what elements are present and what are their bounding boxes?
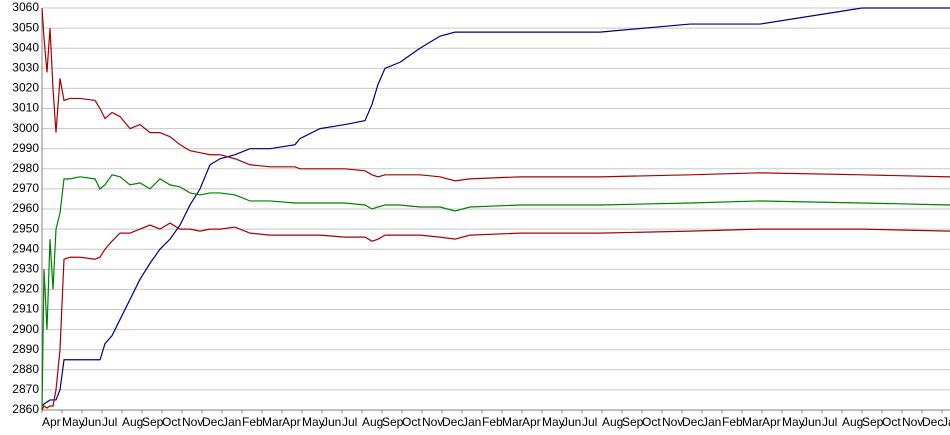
x-tick-label: Feb <box>482 415 503 429</box>
x-tick-label: May <box>782 415 805 429</box>
x-tick-label: Jul <box>102 415 117 429</box>
y-tick-label: 3000 <box>12 121 39 135</box>
x-tick-label: Dec <box>442 415 463 429</box>
x-tick-label: Mar <box>742 415 763 429</box>
y-tick-label: 2920 <box>12 282 39 296</box>
y-tick-label: 2880 <box>12 362 39 376</box>
x-tick-label: Apr <box>762 415 781 429</box>
y-tick-label: 3030 <box>12 60 39 74</box>
y-tick-label: 3060 <box>12 0 39 14</box>
series-line <box>41 222 950 411</box>
y-tick-label: 2950 <box>12 221 39 235</box>
x-tick-label: Jul <box>342 415 357 429</box>
x-tick-label: Oct <box>642 415 661 429</box>
x-tick-label: Sep <box>862 415 884 429</box>
x-tick-label: Nov <box>662 415 683 429</box>
y-tick-label: 3020 <box>12 81 39 95</box>
x-tick-label: Jul <box>822 415 837 429</box>
x-tick-label: Jun <box>82 415 101 429</box>
y-tick-label: 2940 <box>12 241 39 255</box>
x-tick-label: Aug <box>122 415 143 429</box>
x-tick-label: May <box>62 415 85 429</box>
x-tick-label: Jun <box>562 415 581 429</box>
y-tick-label: 2930 <box>12 261 39 275</box>
y-tick-label: 3010 <box>12 101 39 115</box>
x-tick-label: Jun <box>322 415 341 429</box>
x-tick-label: Oct <box>882 415 901 429</box>
x-tick-label: Mar <box>262 415 283 429</box>
series-line <box>41 7 950 407</box>
series-line <box>41 7 950 182</box>
y-tick-label: 2870 <box>12 382 39 396</box>
x-tick-label: Mar <box>502 415 523 429</box>
x-tick-label: Aug <box>842 415 863 429</box>
x-tick-label: Aug <box>362 415 383 429</box>
y-tick-label: 2970 <box>12 181 39 195</box>
y-tick-label: 2900 <box>12 322 39 336</box>
y-tick-label: 2980 <box>12 161 39 175</box>
x-tick-label: Dec <box>682 415 703 429</box>
x-tick-label: Jul <box>582 415 597 429</box>
x-tick-label: May <box>542 415 565 429</box>
x-tick-label: Sep <box>142 415 164 429</box>
x-tick-label: Nov <box>182 415 203 429</box>
x-tick-label: Jan <box>942 415 950 429</box>
x-tick-label: Jan <box>702 415 721 429</box>
x-tick-label: Oct <box>162 415 181 429</box>
x-tick-label: Feb <box>722 415 743 429</box>
x-tick-label: Jan <box>462 415 481 429</box>
x-tick-label: Apr <box>282 415 301 429</box>
y-tick-label: 2990 <box>12 141 39 155</box>
y-tick-label: 2910 <box>12 302 39 316</box>
x-tick-label: Sep <box>622 415 644 429</box>
x-tick-label: Nov <box>902 415 923 429</box>
x-tick-label: Feb <box>242 415 263 429</box>
x-tick-label: Dec <box>922 415 943 429</box>
x-tick-label: Oct <box>402 415 421 429</box>
x-tick-label: Jan <box>222 415 241 429</box>
x-tick-label: Nov <box>422 415 443 429</box>
y-tick-label: 2960 <box>12 201 39 215</box>
y-tick-label: 3050 <box>12 20 39 34</box>
series-line <box>41 174 950 411</box>
y-tick-label: 2890 <box>12 342 39 356</box>
x-tick-label: May <box>302 415 325 429</box>
x-tick-label: Jun <box>802 415 821 429</box>
x-tick-label: Apr <box>42 415 61 429</box>
x-tick-label: Dec <box>202 415 223 429</box>
x-tick-label: Aug <box>602 415 623 429</box>
x-tick-label: Sep <box>382 415 404 429</box>
y-tick-label: 3040 <box>12 40 39 54</box>
x-tick-label: Apr <box>522 415 541 429</box>
y-tick-label: 2860 <box>12 402 39 416</box>
